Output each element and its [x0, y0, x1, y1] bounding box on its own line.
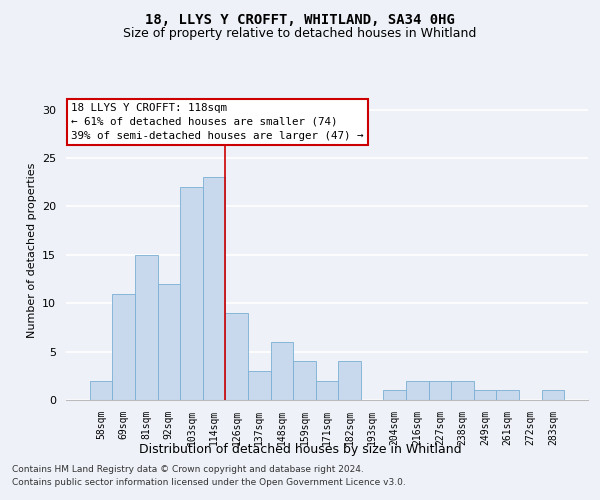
Text: 18, LLYS Y CROFFT, WHITLAND, SA34 0HG: 18, LLYS Y CROFFT, WHITLAND, SA34 0HG: [145, 12, 455, 26]
Bar: [158, 284, 180, 400]
Bar: [90, 380, 112, 400]
Bar: [451, 380, 474, 400]
Bar: [474, 390, 496, 400]
Bar: [428, 380, 451, 400]
Bar: [406, 380, 428, 400]
Bar: [496, 390, 519, 400]
Bar: [180, 187, 203, 400]
Bar: [248, 371, 271, 400]
Bar: [226, 313, 248, 400]
Text: Distribution of detached houses by size in Whitland: Distribution of detached houses by size …: [139, 442, 461, 456]
Bar: [293, 362, 316, 400]
Bar: [542, 390, 564, 400]
Bar: [112, 294, 135, 400]
Bar: [135, 255, 158, 400]
Text: Size of property relative to detached houses in Whitland: Size of property relative to detached ho…: [124, 28, 476, 40]
Y-axis label: Number of detached properties: Number of detached properties: [26, 162, 37, 338]
Bar: [316, 380, 338, 400]
Bar: [271, 342, 293, 400]
Bar: [383, 390, 406, 400]
Text: Contains public sector information licensed under the Open Government Licence v3: Contains public sector information licen…: [12, 478, 406, 487]
Text: Contains HM Land Registry data © Crown copyright and database right 2024.: Contains HM Land Registry data © Crown c…: [12, 466, 364, 474]
Text: 18 LLYS Y CROFFT: 118sqm
← 61% of detached houses are smaller (74)
39% of semi-d: 18 LLYS Y CROFFT: 118sqm ← 61% of detach…: [71, 103, 364, 141]
Bar: [203, 178, 226, 400]
Bar: [338, 362, 361, 400]
